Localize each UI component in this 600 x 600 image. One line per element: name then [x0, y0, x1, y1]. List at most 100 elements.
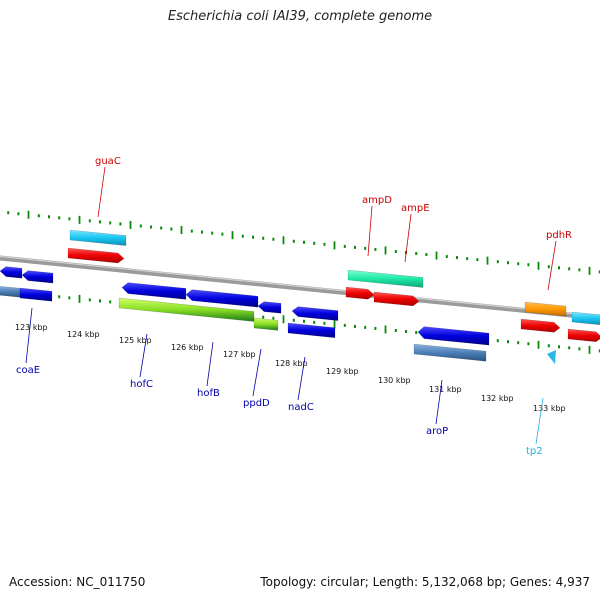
- gene-feature-hofc: [121, 282, 187, 300]
- lower-track-major-tick: [384, 325, 387, 334]
- gene-label-ampe: ampE: [401, 203, 430, 214]
- upper-track-minor-tick: [313, 241, 316, 245]
- upper-track-minor-tick: [170, 227, 173, 231]
- leader-line-ppdd: [252, 348, 262, 397]
- lower-track-minor-tick: [68, 296, 71, 300]
- leader-line-coae: [25, 307, 33, 364]
- upper-track-minor-tick: [394, 249, 397, 253]
- lower-track-minor-tick: [109, 300, 112, 304]
- lower-track-minor-tick: [262, 315, 265, 319]
- lower-track-minor-tick: [99, 299, 101, 303]
- lower-track-minor-tick: [88, 298, 91, 302]
- gene-label-tp2: tp2: [526, 446, 543, 457]
- upper-track-major-tick: [333, 241, 336, 250]
- lower-track-minor-tick: [496, 339, 499, 343]
- upper-track-minor-tick: [558, 266, 560, 270]
- lower-track-major-tick: [588, 345, 591, 354]
- lower-track-minor-tick: [394, 328, 397, 332]
- gene-feature-red-right: [567, 328, 600, 343]
- tick-label-131-kbp: 131 kbp: [429, 385, 462, 394]
- gene-feature-blue-left-1: [0, 266, 23, 279]
- gene-feature-nadc-1: [291, 306, 339, 321]
- leader-line-guac: [97, 166, 106, 218]
- lower-track-minor-tick: [313, 320, 316, 324]
- upper-track-major-tick: [231, 231, 234, 240]
- lower-track-major-tick: [282, 315, 285, 324]
- upper-track-major-tick: [588, 266, 591, 275]
- gene-feature-nadc: [287, 322, 336, 338]
- upper-track-major-tick: [27, 210, 30, 219]
- upper-track-major-tick: [486, 256, 489, 265]
- lower-track-minor-tick: [323, 321, 326, 325]
- upper-track-minor-tick: [578, 268, 581, 272]
- upper-track-minor-tick: [456, 256, 458, 260]
- gene-feature-cyan-right: [571, 311, 600, 326]
- gene-feature-orange: [524, 301, 567, 317]
- lower-track-minor-tick: [598, 349, 600, 353]
- gene-feature-blue-small: [257, 301, 282, 314]
- gene-feature-hofb: [185, 289, 259, 308]
- genome-summary-text: Topology: circular; Length: 5,132,068 bp…: [260, 575, 590, 589]
- lower-track-minor-tick: [272, 316, 275, 320]
- upper-track-minor-tick: [517, 262, 520, 266]
- gene-feature-steel-left: [0, 285, 21, 298]
- upper-track-minor-tick: [221, 232, 224, 236]
- lower-track-minor-tick: [292, 318, 295, 322]
- lower-track-minor-tick: [405, 330, 407, 333]
- gene-feature-ampe: [373, 291, 420, 307]
- leader-line-tp2: [535, 397, 544, 445]
- upper-track-minor-tick: [466, 257, 469, 261]
- leader-line-nadc: [297, 356, 306, 401]
- upper-track-minor-tick: [292, 239, 295, 243]
- gene-feature-arop: [417, 326, 490, 346]
- upper-track-minor-tick: [99, 220, 101, 224]
- lower-track-major-tick: [537, 340, 540, 349]
- upper-track-major-tick: [180, 226, 183, 235]
- upper-track-minor-tick: [374, 247, 377, 251]
- lower-track-minor-tick: [364, 325, 367, 329]
- leader-line-ampd: [367, 205, 373, 257]
- leader-line-hofb: [206, 341, 214, 387]
- leader-line-pdhr: [547, 240, 557, 291]
- leader-line-hofc: [139, 333, 148, 378]
- upper-track-major-tick: [282, 236, 285, 245]
- tick-label-127-kbp: 127 kbp: [223, 350, 256, 359]
- upper-track-minor-tick: [476, 258, 479, 262]
- upper-track-minor-tick: [68, 217, 71, 221]
- upper-track-minor-tick: [415, 252, 418, 256]
- tick-label-124-kbp: 124 kbp: [67, 330, 100, 339]
- upper-track-minor-tick: [527, 263, 530, 267]
- upper-track-minor-tick: [119, 222, 122, 226]
- gene-label-hofb: hofB: [197, 388, 220, 399]
- upper-track-minor-tick: [58, 216, 61, 220]
- leader-line-ampe: [404, 213, 412, 263]
- upper-track-minor-tick: [262, 236, 265, 240]
- lower-track-major-tick: [78, 294, 81, 303]
- genome-backbone: [0, 255, 600, 321]
- gene-label-arop: aroP: [426, 426, 448, 437]
- lower-track-minor-tick: [558, 345, 560, 349]
- upper-track-minor-tick: [7, 211, 10, 215]
- gene-label-ampd: ampD: [362, 195, 392, 206]
- upper-track-minor-tick: [241, 234, 244, 238]
- lower-track-minor-tick: [58, 295, 61, 299]
- trna-marker-tp2: [547, 350, 556, 364]
- upper-track-minor-tick: [425, 253, 428, 257]
- tick-label-130-kbp: 130 kbp: [378, 376, 411, 385]
- lower-track-minor-tick: [354, 324, 356, 328]
- upper-track-minor-tick: [211, 231, 214, 235]
- upper-track-major-tick: [78, 215, 81, 224]
- tick-label-133-kbp: 133 kbp: [533, 404, 566, 413]
- lower-track-minor-tick: [578, 347, 581, 351]
- gene-label-ppdd: ppdD: [243, 398, 270, 409]
- lower-track-major-tick: [333, 320, 336, 329]
- lower-track-minor-tick: [303, 319, 305, 323]
- tick-label-126-kbp: 126 kbp: [171, 343, 204, 352]
- upper-track-minor-tick: [568, 267, 571, 271]
- tick-label-125-kbp: 125 kbp: [119, 336, 152, 345]
- upper-track-major-tick: [384, 246, 387, 255]
- lower-track-minor-tick: [343, 323, 346, 327]
- upper-track-minor-tick: [364, 246, 367, 250]
- upper-track-major-tick: [537, 261, 540, 270]
